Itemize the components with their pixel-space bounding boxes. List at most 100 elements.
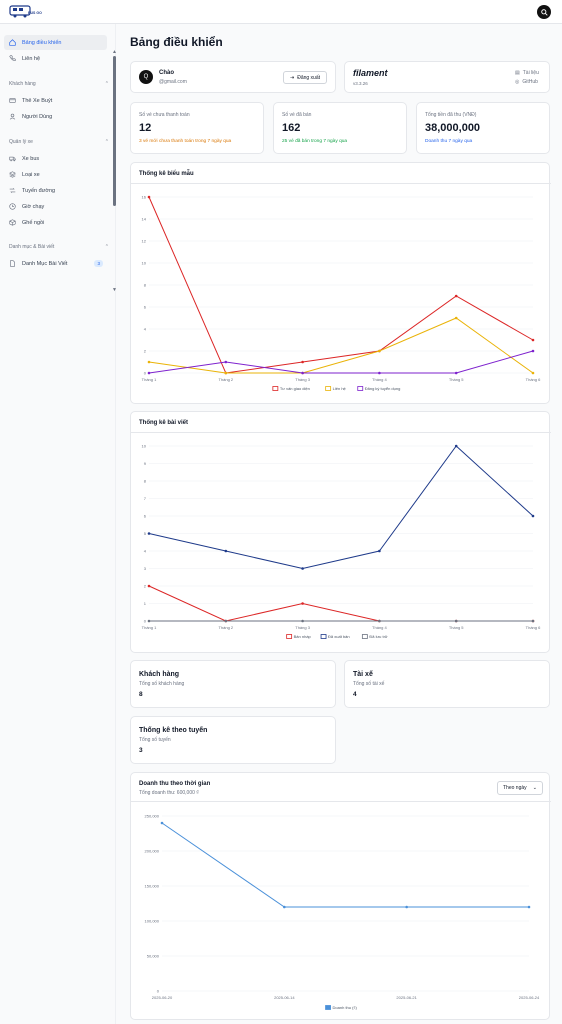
posts-chart-title: Thống kê bài viết — [139, 420, 189, 426]
card-value: 8 — [139, 691, 143, 698]
legend-label: Tư vấn giao diện — [280, 386, 310, 391]
sidebar-item-label: Danh Mục Bài Viết — [22, 260, 68, 267]
y-tick-label: 5 — [144, 531, 147, 536]
logo-text: BUS GO — [28, 11, 42, 15]
divider — [131, 432, 551, 433]
logout-button[interactable]: ⇥ Đăng xuất — [283, 71, 327, 84]
x-tick-label: Tháng 5 — [449, 625, 464, 630]
legend-label: Bản nháp — [294, 634, 312, 639]
divider — [131, 801, 551, 802]
sidebar-item-schedule[interactable]: Giờ chạy — [4, 199, 107, 214]
divider — [131, 183, 551, 184]
stat-label: Số vé đã bán — [282, 112, 312, 118]
data-point — [301, 567, 304, 570]
sidebar-item-users[interactable]: Người Dùng — [4, 109, 107, 124]
y-tick-label: 0 — [144, 619, 147, 624]
sidebar-item-bus[interactable]: Xe bus — [4, 151, 107, 166]
stat-value: 12 — [139, 122, 152, 134]
data-point — [454, 316, 458, 320]
sidebar-item-dashboard[interactable]: Bảng điều khiển — [4, 35, 107, 50]
sidebar-item-seats[interactable]: Ghế ngồi — [4, 215, 107, 230]
data-point — [283, 905, 286, 909]
nav-group-vehicles[interactable]: Quản lý xe ⌃ — [9, 139, 109, 145]
sidebar-item-contact[interactable]: Liên hệ — [4, 51, 107, 66]
stat-description: Doanh thu 7 ngày qua — [425, 139, 473, 144]
y-tick-label: 14 — [142, 217, 147, 222]
data-point — [378, 371, 381, 375]
bus-logo-icon[interactable] — [8, 3, 34, 21]
x-tick-label: Tháng 4 — [372, 625, 387, 630]
legend-swatch — [272, 386, 279, 391]
routes-card: Thống kê theo tuyến Tổng số tuyến 3 — [130, 716, 336, 764]
data-point — [147, 360, 151, 364]
legend-swatch — [357, 386, 364, 391]
card-title: Thống kê theo tuyến — [139, 727, 208, 734]
data-point — [531, 349, 535, 353]
legend-swatch — [361, 634, 368, 639]
avatar[interactable]: Q — [139, 70, 153, 84]
x-tick-label: Tháng 5 — [449, 377, 464, 382]
y-tick-label: 150,000 — [145, 884, 160, 889]
data-point — [160, 821, 164, 825]
nav-group-customers[interactable]: Khách hàng ⌃ — [9, 81, 109, 87]
y-tick-label: 4 — [144, 549, 147, 554]
legend-label: Doanh thu (₫) — [333, 1005, 358, 1010]
forms-line-chart: 0 2 4 6 8 10 12 14 16 Tháng 1 Tháng 2 Tháng 3 Tháng … — [142, 195, 542, 392]
series-line — [161, 822, 529, 908]
data-point — [301, 371, 304, 375]
stat-card: Số vé chưa thanh toán 12 3 vé mới chưa tha… — [130, 102, 264, 154]
data-point — [224, 360, 228, 364]
card-title: Khách hàng — [139, 671, 180, 678]
card-value: 3 — [139, 747, 143, 754]
data-point — [454, 294, 458, 298]
truck-icon — [9, 156, 16, 162]
docs-link[interactable]: ▤ Tài liệu — [515, 70, 539, 76]
sidebar-item-post-categories[interactable]: Danh Mục Bài Viết 3 — [4, 256, 107, 271]
sidebar-item-label: Giờ chạy — [22, 203, 45, 210]
search-button[interactable] — [537, 5, 551, 19]
legend-label: Liên hệ — [333, 386, 347, 391]
user-card: Q Chào @gmail.com ⇥ Đăng xuất — [130, 61, 336, 93]
data-point — [454, 371, 458, 375]
posts-chart-card: Thống kê bài viết 0 1 2 3 4 5 6 7 8 9 10 Tháng 1 Thá… — [130, 411, 551, 653]
legend-label: Đăng ký tuyển dụng — [365, 386, 401, 391]
stat-card: Số vé đã bán 162 25 vé đã bán trong 7 ngày… — [273, 102, 407, 154]
drivers-card: Tài xế Tổng số tài xế 4 — [344, 660, 550, 708]
stat-description: 25 vé đã bán trong 7 ngày qua — [282, 139, 348, 144]
y-tick-label: 200,000 — [145, 849, 160, 854]
x-tick-label: Tháng 4 — [372, 377, 387, 382]
sidebar-item-routes[interactable]: Tuyến đường — [4, 183, 107, 198]
sidebar-item-bus-card[interactable]: Thẻ Xe Buýt — [4, 93, 107, 108]
data-point — [147, 371, 151, 375]
y-tick-label: 4 — [144, 327, 147, 332]
y-tick-label: 10 — [142, 444, 147, 449]
x-tick-label: Tháng 6 — [526, 377, 541, 382]
data-point — [301, 360, 304, 364]
scroll-down-arrow-icon[interactable]: ▼ — [112, 287, 117, 293]
data-point — [147, 532, 151, 535]
data-point — [224, 619, 228, 623]
sidebar: ▲ ▼ — [0, 24, 117, 1024]
posts-line-chart: 0 1 2 3 4 5 6 7 8 9 10 Tháng 1 Tháng 2 Tháng 3 Tháng 4… — [142, 444, 542, 640]
chevron-up-icon: ⌃ — [104, 81, 109, 87]
forms-chart-card: Thống kê biểu mẫu 0 2 4 6 8 10 12 14 16 Tháng 1 Th… — [130, 162, 551, 404]
nav-group-label: Khách hàng — [9, 81, 36, 87]
layers-icon — [9, 171, 16, 178]
chevron-up-icon: ⌃ — [104, 139, 109, 145]
y-tick-label: 7 — [144, 496, 147, 501]
series-line — [148, 350, 534, 374]
scroll-up-arrow-icon[interactable]: ▲ — [112, 49, 117, 55]
data-point — [527, 905, 531, 909]
sidebar-item-vehicle-type[interactable]: Loại xe — [4, 167, 107, 182]
route-icon — [9, 188, 16, 193]
sidebar-scrollbar[interactable] — [113, 56, 116, 206]
customers-card: Khách hàng Tổng số khách hàng 8 — [130, 660, 336, 708]
github-link[interactable]: ◎ GitHub — [515, 79, 538, 85]
sidebar-item-label: Bảng điều khiển — [22, 39, 62, 46]
data-point — [301, 602, 304, 605]
card-icon — [9, 98, 16, 103]
nav-group-posts[interactable]: Danh mục & Bài viết ⌃ — [9, 244, 109, 250]
revenue-chart-title: Doanh thu theo thời gian — [139, 781, 211, 787]
sidebar-item-label: Ghế ngồi — [22, 219, 45, 226]
period-select[interactable]: Theo ngày ⌄ — [497, 781, 543, 795]
